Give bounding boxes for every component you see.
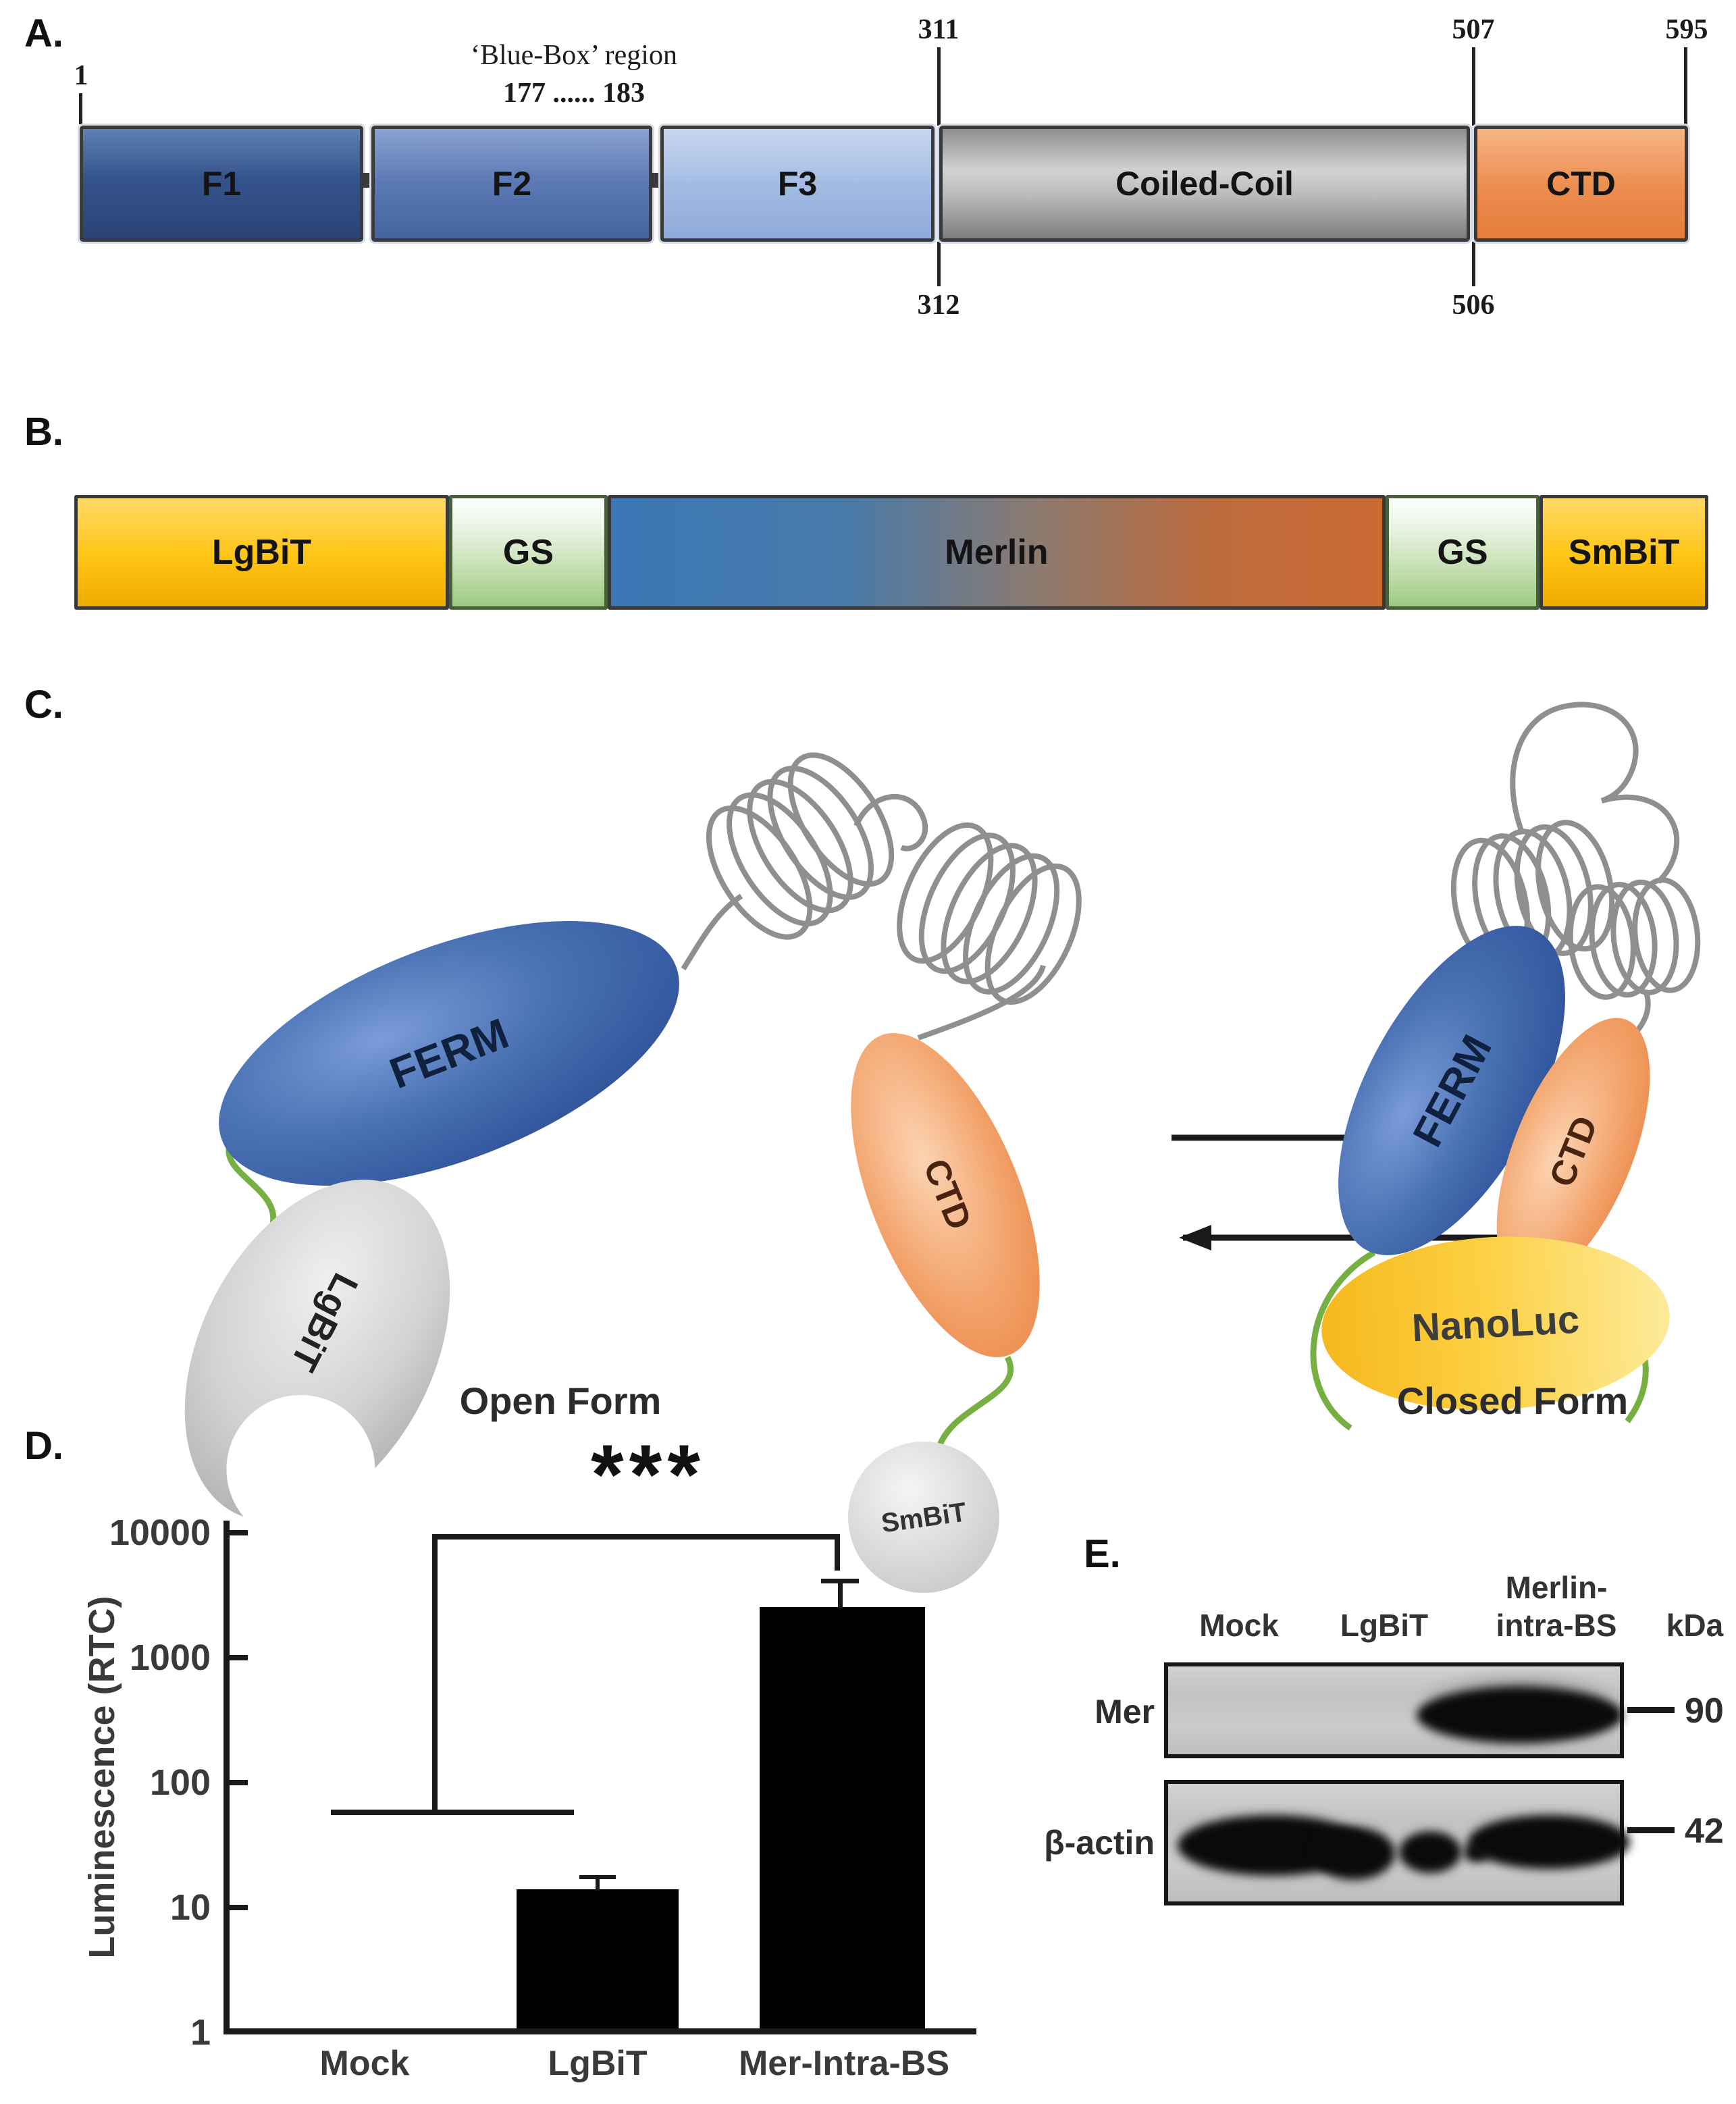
actin-blot-box — [1164, 1780, 1630, 1905]
panel-a-label: A. — [24, 11, 63, 55]
error-bar-lgbit — [596, 1877, 600, 1891]
domain-f1: F1 — [80, 126, 363, 242]
segment-lgbit: LgBiT — [74, 495, 449, 610]
y-axis-tick-mark — [230, 1905, 248, 1910]
mer-band-merlin-lane — [1417, 1687, 1623, 1743]
kda-unit-label: kDa — [1666, 1608, 1724, 1643]
ferm-domain-open: FERM — [219, 921, 679, 1186]
y-axis-tick-mark — [230, 1780, 248, 1785]
boundary-507-label: 507 — [1452, 14, 1495, 45]
boundary-311-label: 311 — [918, 14, 959, 45]
blue-box-range: 177 ...... 183 — [503, 78, 645, 109]
boundary-311-tick — [937, 47, 941, 126]
boundary-506-tick — [1472, 242, 1475, 286]
lane-label-lgbit: LgBiT — [1340, 1608, 1429, 1643]
x-label-mock: Mock — [319, 2044, 410, 2083]
segment-merlin-label: Merlin — [945, 533, 1049, 572]
segment-smbit-label: SmBiT — [1568, 533, 1680, 572]
panel-c-label: C. — [24, 683, 63, 727]
domain-f3: F3 — [660, 126, 935, 242]
actin-band-merlin — [1468, 1815, 1630, 1869]
domain-ctd-label: CTD — [1546, 165, 1616, 203]
lane-label-merlin-line2: intra-BS — [1496, 1608, 1617, 1643]
domain-f2: F2 — [371, 126, 652, 242]
domain-connector — [651, 173, 662, 188]
domain-coiled-coil-label: Coiled-Coil — [1115, 165, 1294, 203]
error-bar-mer-cap — [821, 1579, 859, 1583]
residue-start-label: 1 — [74, 60, 88, 91]
bar-lgbit — [517, 1889, 679, 2028]
gs-linker-open-right — [937, 1355, 1014, 1446]
panel-b-label: B. — [24, 410, 63, 454]
lane-label-merlin-line1: Merlin- — [1505, 1570, 1608, 1605]
x-axis-line — [223, 2028, 976, 2034]
blue-box-title: ‘Blue-Box’ region — [471, 40, 677, 71]
domain-coiled-coil: Coiled-Coil — [939, 126, 1470, 242]
open-form-caption: Open Form — [459, 1379, 662, 1422]
segment-gs-1: GS — [449, 495, 608, 610]
mer-blot-box — [1164, 1662, 1624, 1758]
mer-row-label: Mer — [1095, 1693, 1155, 1731]
segment-lgbit-label: LgBiT — [211, 533, 312, 572]
smbit-domain-open: SmBiT — [848, 1442, 999, 1593]
nanoluc-complex: NanoLuc — [1321, 1236, 1670, 1411]
y-axis-line — [223, 1521, 230, 2034]
panel-e-label: E. — [1084, 1532, 1121, 1576]
x-label-lgbit: LgBiT — [548, 2044, 648, 2083]
segment-gs-1-label: GS — [502, 533, 554, 572]
y-tick-10000: 10000 — [109, 1513, 211, 1553]
segment-smbit: SmBiT — [1540, 495, 1708, 610]
panel-d-label: D. — [24, 1424, 63, 1468]
y-axis-tick-mark — [230, 1530, 248, 1535]
actin-band-lgbit-1 — [1313, 1827, 1395, 1880]
y-tick-10: 10 — [169, 1887, 211, 1928]
sig-bracket-mock-baseline — [331, 1810, 574, 1815]
actin-band-lgbit-2 — [1399, 1831, 1461, 1873]
marker-42-label: 42 — [1685, 1812, 1724, 1851]
residue-start-tick — [79, 93, 82, 124]
x-label-mer-intra-bs: Mer-Intra-BS — [738, 2044, 950, 2083]
lane-label-mock: Mock — [1199, 1608, 1279, 1643]
boundary-507-tick — [1472, 47, 1475, 126]
ctd-domain-closed: CTD — [1496, 1018, 1650, 1285]
nanoluc-label: NanoLuc — [1411, 1298, 1580, 1350]
residue-end-tick — [1684, 47, 1687, 126]
bar-mer-intra-bs — [760, 1607, 925, 2028]
panel-c-cartoon: FERM LgBiT CTD SmBiT — [184, 702, 1701, 1593]
segment-gs-2: GS — [1386, 495, 1540, 610]
boundary-506-label: 506 — [1452, 290, 1495, 321]
gs-linker-closed-left — [1310, 1250, 1376, 1431]
closed-form-caption: Closed Form — [1396, 1379, 1629, 1422]
marker-90-label: 90 — [1685, 1691, 1724, 1731]
boundary-312-label: 312 — [917, 290, 960, 321]
y-tick-100: 100 — [149, 1762, 211, 1803]
sig-bracket-top — [432, 1534, 840, 1540]
significance-stars: *** — [591, 1428, 706, 1522]
actin-row-label: β-actin — [1044, 1824, 1155, 1862]
y-tick-1: 1 — [190, 2012, 211, 2053]
coiled-coil-spring-open-left — [681, 752, 1082, 1041]
y-axis-tick-mark — [230, 1655, 248, 1660]
marker-90-line — [1627, 1707, 1675, 1713]
sig-bracket-right-tick — [835, 1534, 840, 1571]
sig-bracket-left-vertical — [432, 1534, 438, 1815]
y-tick-1000: 1000 — [129, 1637, 211, 1678]
domain-f1-label: F1 — [201, 165, 242, 203]
lgbit-domain-open: LgBiT — [184, 1180, 450, 1544]
segment-gs-2-label: GS — [1437, 533, 1488, 572]
ctd-domain-open: CTD — [851, 1033, 1040, 1357]
ferm-domain-closed: FERM — [1338, 926, 1565, 1255]
boundary-312-tick — [937, 242, 941, 286]
domain-f2-label: F2 — [492, 165, 532, 203]
segment-merlin: Merlin — [608, 495, 1386, 610]
domain-f3-label: F3 — [777, 165, 818, 203]
residue-end-label: 595 — [1665, 14, 1708, 45]
domain-ctd: CTD — [1474, 126, 1688, 242]
error-bar-mer — [838, 1581, 843, 1608]
domain-connector — [362, 173, 373, 188]
error-bar-lgbit-cap — [579, 1875, 616, 1879]
marker-42-line — [1627, 1827, 1675, 1833]
